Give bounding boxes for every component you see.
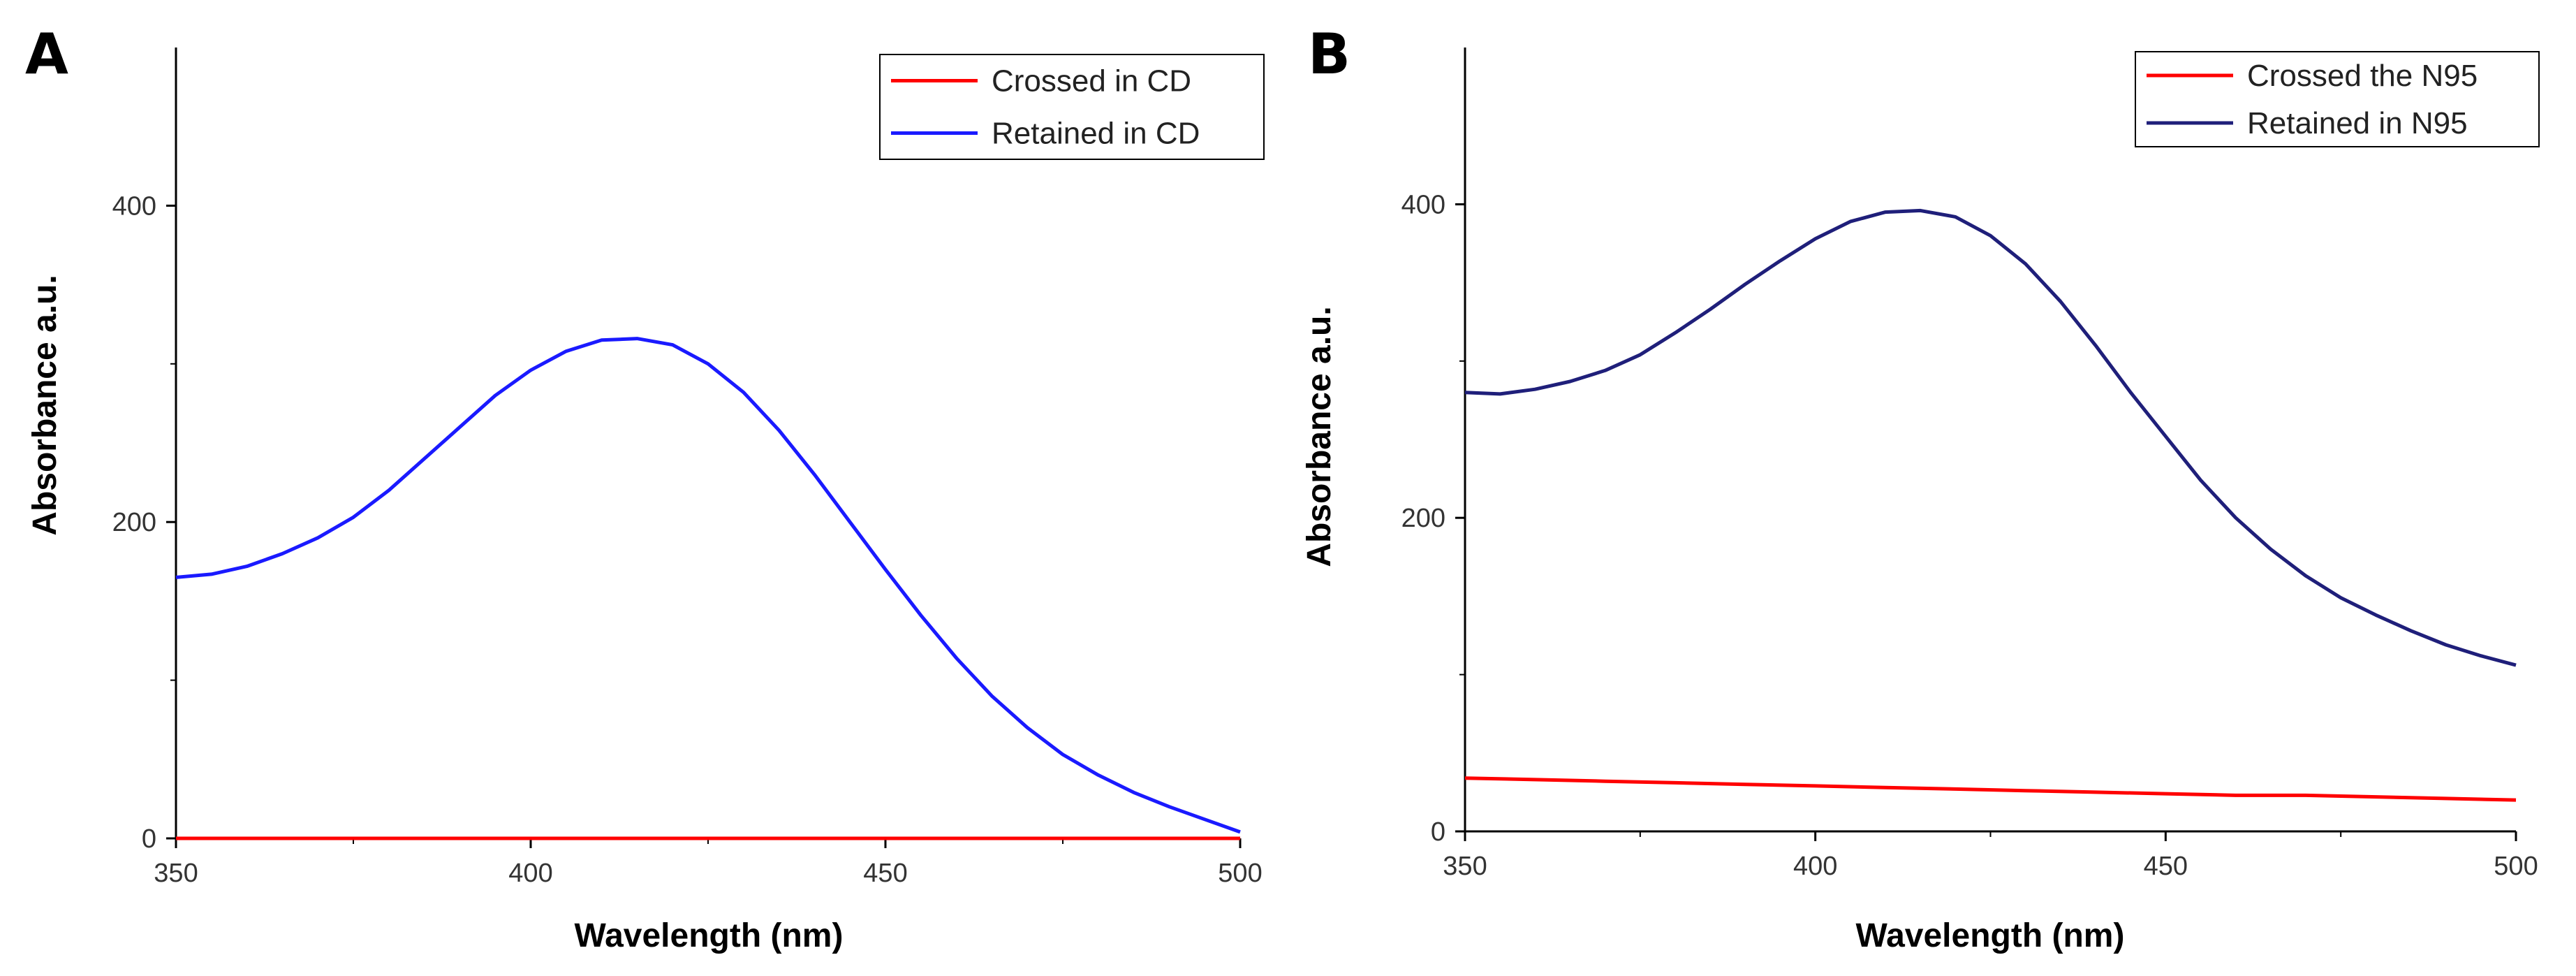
plot-area-a: 350 400 450 500 0 200 400 Crossed in CD Retained…: [112, 48, 1265, 888]
series-line-b-2: [1464, 208, 2517, 667]
y-tick-label-b: 200: [1401, 504, 1445, 533]
legend-label-b-1: Crossed the N95: [2247, 59, 2478, 93]
chart-panel-b: B 350 400 450 500 0 200 400 Crossed the N95 Reta…: [1301, 22, 2540, 954]
y-tick-label-a: 200: [112, 508, 156, 537]
panel-label-b: B: [1308, 22, 1350, 87]
legend-label-a-2: Retained in CD: [992, 117, 1200, 151]
chart-panel-a: A 350 400 450 500 0 200 400 Crossed in CD Retain…: [25, 22, 1265, 954]
x-tick-label-b: 500: [2494, 852, 2538, 881]
plot-area-b: 350 400 450 500 0 200 400 Crossed the N95 Retain…: [1401, 48, 2540, 881]
x-tick-label-a: 450: [863, 859, 907, 888]
x-tick-label-a: 400: [508, 859, 552, 888]
x-axis-title-a: Wavelength (nm): [575, 917, 844, 954]
series-line-a-2: [175, 337, 1241, 834]
y-tick-label-a: 0: [142, 824, 156, 854]
x-tick-label-b: 450: [2144, 852, 2188, 881]
x-tick-label-a: 500: [1218, 859, 1262, 888]
y-tick-label-b: 0: [1431, 817, 1445, 847]
x-axis-title-b: Wavelength (nm): [1856, 917, 2125, 954]
x-tick-label-a: 350: [154, 859, 198, 888]
y-tick-label-b: 400: [1401, 190, 1445, 219]
y-axis-title-a: Absorbance a.u.: [27, 275, 64, 535]
x-tick-label-b: 350: [1443, 852, 1487, 881]
series-line-b-1: [1464, 776, 2517, 802]
legend-label-b-2: Retained in N95: [2247, 106, 2468, 140]
y-axis-title-b: Absorbance a.u.: [1301, 306, 1338, 567]
legend-box-b: [2135, 51, 2540, 147]
panel-label-a: A: [25, 22, 68, 87]
x-tick-label-b: 400: [1793, 852, 1837, 881]
legend-label-a-1: Crossed in CD: [992, 64, 1191, 99]
legend-box-a: [879, 54, 1265, 160]
y-tick-label-a: 400: [112, 191, 156, 221]
